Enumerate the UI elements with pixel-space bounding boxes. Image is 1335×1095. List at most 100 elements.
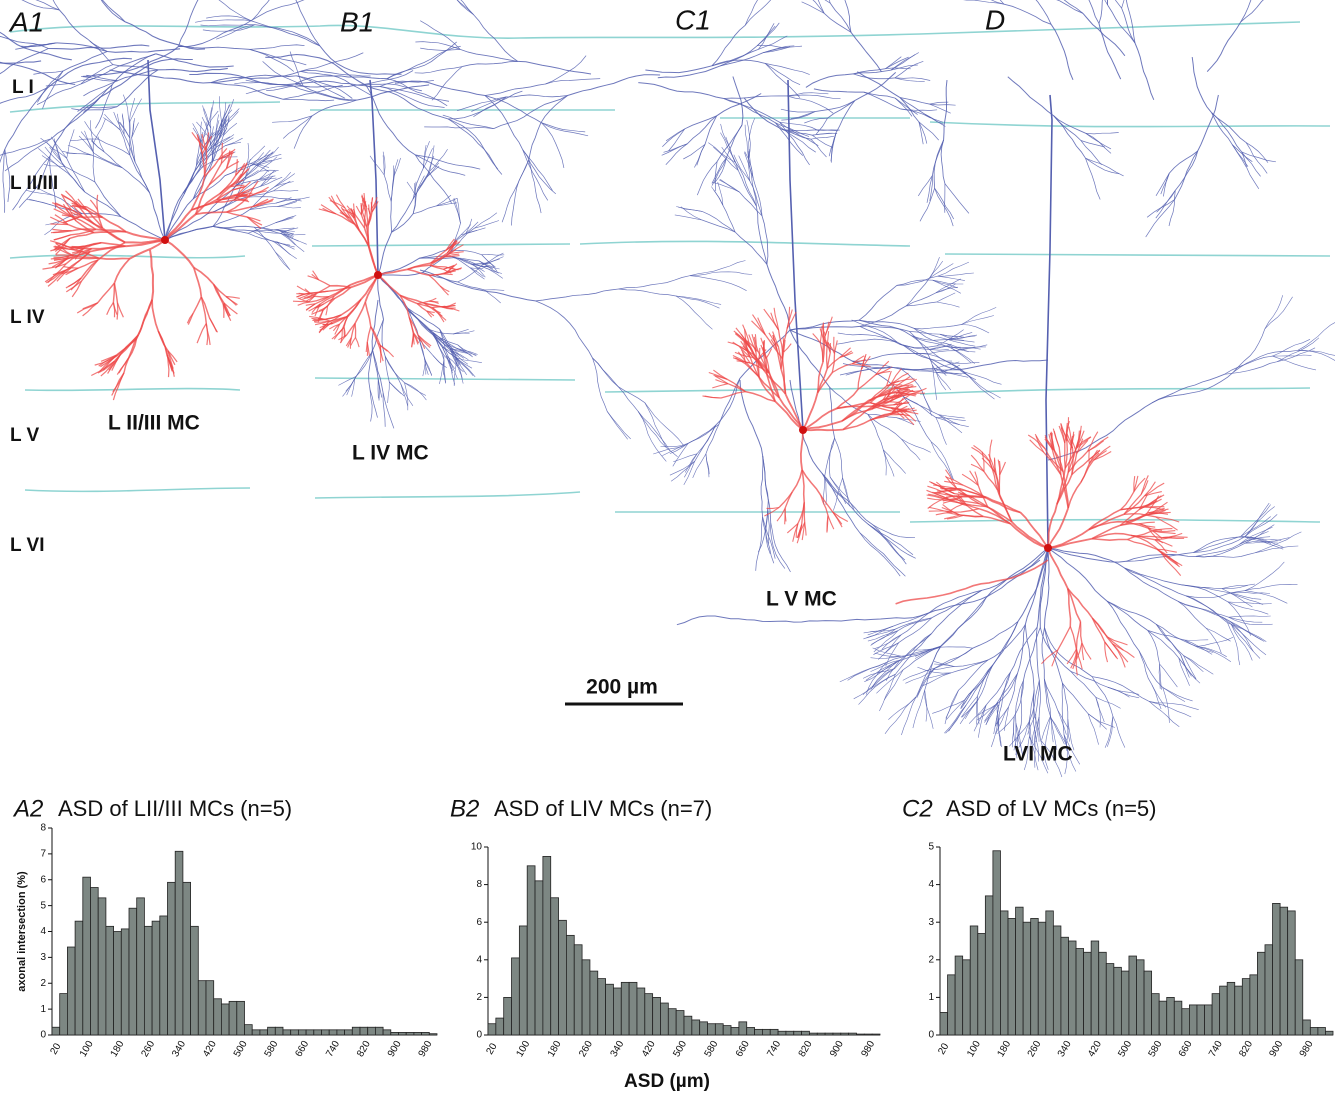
dendrite [745, 390, 776, 403]
dendrite [167, 350, 176, 366]
axon [404, 382, 427, 396]
dendrite [231, 186, 245, 191]
axon [224, 165, 252, 176]
axon [711, 157, 727, 186]
dendrite [893, 385, 910, 393]
axon [128, 97, 136, 123]
dendrite [1154, 539, 1173, 547]
dendrite [935, 511, 953, 516]
axon [814, 100, 855, 113]
dendrite [166, 355, 173, 372]
axon [1227, 601, 1272, 605]
dendrite [116, 302, 124, 318]
axon [219, 119, 230, 139]
dendrite [61, 267, 79, 275]
axon [251, 230, 275, 243]
axon [1050, 24, 1074, 80]
axon [418, 337, 425, 359]
axon [21, 0, 60, 11]
axon [471, 96, 507, 112]
axon [995, 706, 1009, 735]
x-tick-label: 420 [201, 1039, 219, 1059]
dendrite [883, 393, 896, 403]
dendrite [1047, 507, 1070, 549]
dendrite [252, 198, 269, 208]
axon [1125, 0, 1136, 44]
axon [121, 167, 150, 193]
axon [275, 251, 290, 270]
axon [89, 40, 114, 65]
y-tick-label: 4 [928, 879, 934, 890]
axon [249, 49, 295, 72]
bar [382, 1029, 392, 1036]
dendrite [832, 511, 849, 522]
axon [2, 149, 6, 213]
dendrite [86, 206, 104, 218]
axon [196, 144, 206, 166]
dendrite [426, 310, 435, 317]
axon [821, 473, 873, 525]
axon [429, 149, 448, 172]
dendrite [1087, 440, 1105, 452]
axon [354, 352, 372, 379]
axon [84, 130, 95, 154]
axon [44, 220, 61, 236]
dendrite [50, 255, 69, 260]
dendrite [1063, 443, 1066, 469]
dendrite [852, 363, 871, 368]
dendrite [347, 299, 362, 317]
axon [786, 92, 829, 97]
axon [765, 63, 801, 86]
axon [824, 476, 827, 505]
axon [377, 379, 383, 398]
axon [929, 349, 949, 351]
axon [1067, 719, 1071, 742]
axon [218, 109, 233, 129]
axon [592, 357, 639, 412]
dendrite [1066, 588, 1072, 627]
layer-label: L V [10, 425, 40, 446]
axon [1297, 322, 1335, 351]
dendrite [1044, 448, 1064, 472]
axon [733, 154, 750, 181]
dendrite [320, 204, 337, 215]
axon [567, 74, 661, 96]
axon [284, 234, 307, 245]
axon [996, 701, 998, 725]
dendrite [349, 274, 379, 286]
dendrite [1070, 434, 1075, 451]
axon [128, 122, 131, 156]
axon [252, 0, 305, 21]
axon [1255, 531, 1302, 553]
axon [801, 1, 825, 14]
axon [1211, 112, 1247, 143]
axon [845, 367, 890, 376]
axon [813, 88, 864, 93]
axon [963, 0, 1005, 5]
dendrite [215, 199, 234, 204]
axon [917, 175, 933, 197]
dendrite [833, 336, 836, 354]
dendrite [407, 264, 430, 271]
bar [1272, 903, 1281, 1036]
dendrite [209, 317, 218, 333]
axon [1053, 115, 1086, 134]
axon [1195, 542, 1246, 558]
axon [484, 289, 505, 291]
bar [511, 957, 520, 1036]
axon [1151, 373, 1225, 404]
bar [1060, 936, 1069, 1036]
axon [95, 84, 113, 129]
dendrite [1091, 532, 1132, 540]
axon [1149, 701, 1192, 718]
dendrite [69, 231, 95, 239]
axon [18, 155, 51, 208]
axon [0, 60, 42, 64]
dendrite [65, 277, 82, 289]
axon [462, 60, 518, 68]
axon [1043, 678, 1051, 716]
axon [913, 327, 948, 340]
axon [251, 20, 320, 47]
dendrite [311, 303, 321, 313]
